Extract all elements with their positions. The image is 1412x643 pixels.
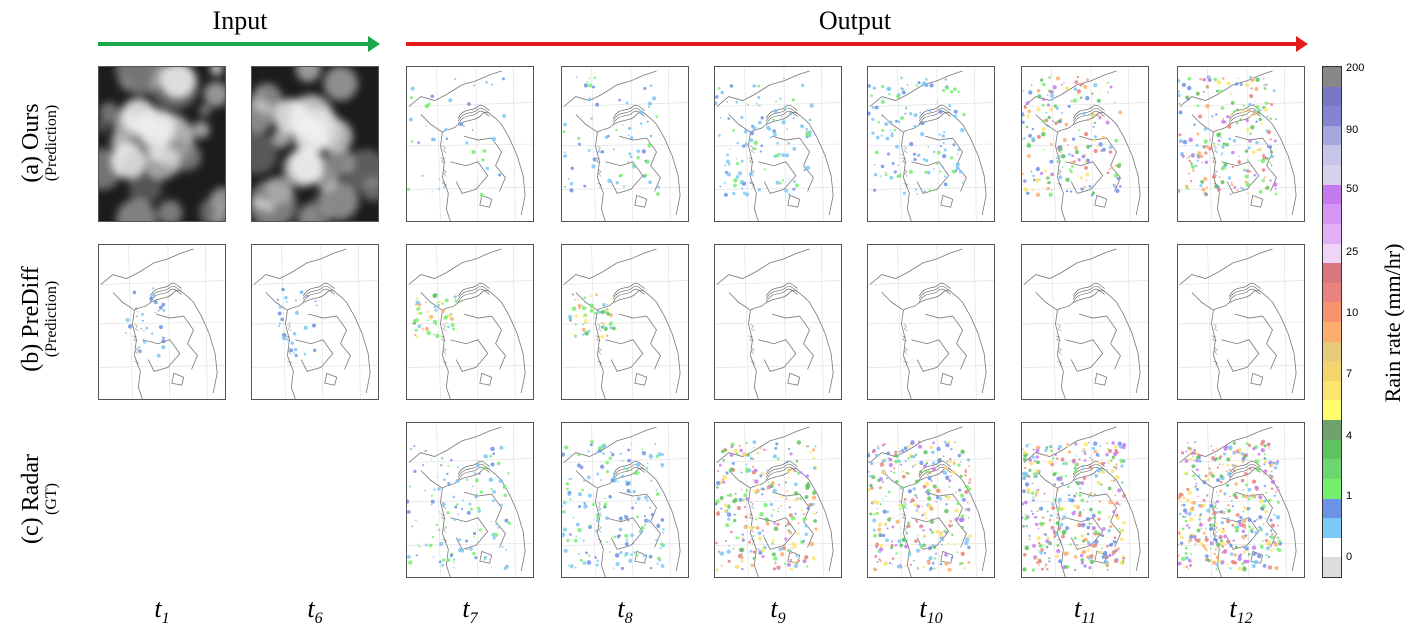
colorbar-segment [1323,184,1341,205]
radar-gt-panel [867,422,995,578]
time-label-12: t12 [1229,594,1253,628]
radar-gt-panel [1021,422,1149,578]
colorbar-segment [1323,537,1341,558]
colorbar-segment [1323,262,1341,283]
colorbar-segment [1323,321,1341,342]
input-arrow [98,36,380,52]
colorbar-tick: 25 [1346,246,1359,258]
ours-prediction-panel [561,66,689,222]
colorbar-segment [1323,301,1341,322]
row-label-prediff: (b) PreDiff (Prediction) [18,266,61,372]
time-label-11: t11 [1073,594,1097,628]
prediff-prediction-panel [714,244,842,400]
prediff-prediction-panel [251,244,379,400]
ours-prediction-panel [867,66,995,222]
colorbar-segment [1323,86,1341,107]
row-label-radar: (c) Radar (GT) [18,454,61,544]
prediff-prediction-panel [867,244,995,400]
colorbar-segment [1323,105,1341,126]
satellite-input-panel [251,66,379,222]
colorbar-segment [1323,125,1341,146]
colorbar-segment [1323,380,1341,401]
colorbar-segment [1323,360,1341,381]
time-label-8: t8 [617,594,633,628]
colorbar-title: Rain rate (mm/hr) [1380,243,1405,403]
time-label-1: t1 [154,594,170,628]
prediff-prediction-panel [98,244,226,400]
input-header: Input [212,6,268,35]
colorbar-segment [1323,282,1341,303]
colorbar-segment [1323,243,1341,264]
colorbar-segment [1323,517,1341,538]
colorbar-tick: 50 [1346,183,1359,195]
colorbar-tick: 1 [1346,490,1353,502]
colorbar-tick: 0 [1346,551,1353,563]
colorbar-segment [1323,66,1341,87]
radar-gt-panel [1177,422,1305,578]
colorbar-segment [1323,203,1341,224]
time-label-7: t7 [462,594,478,628]
ours-prediction-panel [406,66,534,222]
time-label-9: t9 [770,594,786,628]
ours-prediction-panel [1177,66,1305,222]
colorbar-tick: 7 [1346,368,1353,380]
prediff-prediction-panel [406,244,534,400]
radar-gt-panel [561,422,689,578]
colorbar-segment [1323,478,1341,499]
prediff-prediction-panel [1021,244,1149,400]
colorbar-segment [1323,439,1341,460]
colorbar-segment [1323,458,1341,479]
radar-gt-panel [406,422,534,578]
colorbar-tick: 4 [1346,430,1353,442]
time-label-6: t6 [307,594,323,628]
ours-prediction-panel [1021,66,1149,222]
colorbar-segment [1323,223,1341,244]
ours-prediction-panel [714,66,842,222]
colorbar-tick: 90 [1346,124,1359,136]
satellite-input-panel [98,66,226,222]
colorbar-segment [1323,399,1341,421]
colorbar-segment [1323,556,1341,577]
colorbar-tick: 200 [1346,62,1365,74]
prediff-prediction-panel [1177,244,1305,400]
colorbar-segment [1323,419,1341,440]
row-label-ours: (a) Ours (Prediction) [18,103,61,183]
prediff-prediction-panel [561,244,689,400]
colorbar-segment [1323,144,1341,166]
output-arrow [406,36,1308,52]
colorbar-tick: 10 [1346,307,1359,319]
colorbar-segment [1323,164,1341,185]
radar-gt-panel [714,422,842,578]
colorbar-segment [1323,341,1341,362]
output-header: Output [818,6,892,35]
colorbar-segment [1323,498,1341,519]
time-label-10: t10 [919,594,943,628]
rain-rate-colorbar [1322,66,1342,578]
